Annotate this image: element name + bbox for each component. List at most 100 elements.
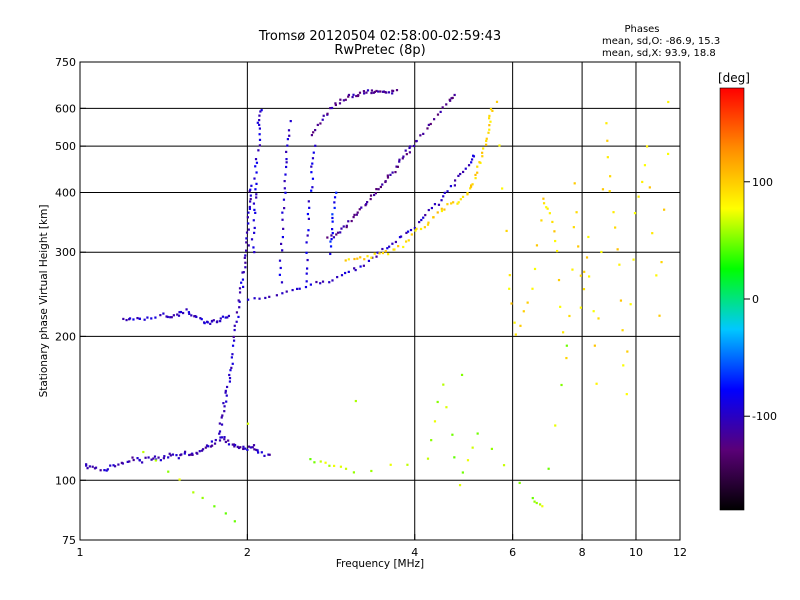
scatter-5plus-point	[495, 100, 499, 103]
f-trace-o-point	[298, 287, 301, 290]
scatter-5plus-point	[505, 229, 508, 233]
top-trace-point	[377, 90, 380, 93]
f2-trace-point	[427, 123, 430, 127]
f-trace-o-point	[275, 294, 278, 297]
low-trace-point	[163, 455, 166, 458]
scatter-low-point	[490, 447, 494, 451]
f-trace-o-point	[449, 185, 453, 188]
low-trace-point	[223, 436, 226, 439]
spread-2.6-point	[312, 151, 315, 154]
f2-trace-point	[342, 225, 345, 228]
low-trace-point	[219, 436, 222, 439]
top-trace-point	[314, 128, 317, 132]
scatter-5plus-point	[553, 230, 556, 233]
low-trace-point	[131, 456, 134, 459]
f-trace-o-point	[461, 170, 465, 174]
spread-2.85-point	[331, 231, 334, 235]
low-trace-point	[249, 446, 252, 449]
rise-1.8-point	[238, 287, 242, 290]
f2-trace-point	[395, 165, 398, 168]
low-trace-point	[201, 448, 205, 451]
e-trace-point	[188, 312, 191, 316]
low-trace-point	[171, 453, 175, 456]
spread-2.85-point	[331, 220, 334, 223]
y-tick-label: 200	[55, 330, 76, 343]
scatter-low-point	[471, 446, 474, 449]
low-trace-point	[147, 456, 150, 459]
low-trace-point	[210, 440, 213, 443]
f-trace-x-point	[384, 250, 387, 253]
scatter-low-point	[533, 500, 536, 503]
scatter-5plus-point	[609, 175, 612, 178]
low-trace-point	[152, 457, 155, 460]
f2-trace-point	[419, 134, 422, 137]
top-trace-point	[330, 106, 334, 110]
low-trace-point	[113, 465, 117, 468]
scatter-5plus-point	[660, 261, 663, 264]
scatter-low-point	[547, 467, 550, 470]
low-trace-point	[99, 469, 102, 472]
top-trace-point	[326, 112, 329, 115]
y-axis-ticks: 750 600 500 400 300 200 100 75	[55, 56, 86, 547]
scatter-5plus-point	[637, 195, 640, 198]
top-trace-point	[363, 92, 366, 95]
spread-2.85-point	[331, 227, 334, 231]
low-trace-point	[94, 466, 98, 469]
f-trace-o-point	[344, 271, 347, 275]
f-trace-x-point	[476, 171, 479, 174]
scatter-5plus-point	[643, 164, 647, 167]
f-trace-o-point	[367, 259, 371, 262]
top-trace-point	[338, 102, 342, 105]
scatter-5plus-point	[658, 314, 661, 317]
f2-trace-point	[402, 155, 405, 158]
scatter-low-point	[324, 461, 327, 464]
spread-2.3-point	[281, 211, 284, 214]
f-trace-o-point	[453, 184, 456, 187]
spread-2.6-point	[310, 189, 313, 192]
scatter-low-point	[192, 491, 195, 494]
f2-trace-point	[401, 157, 404, 160]
spread-2.3-point	[279, 242, 283, 246]
f-trace-o-point	[427, 208, 430, 212]
scatter-5plus-point	[629, 303, 632, 306]
f2-trace-point	[439, 110, 442, 114]
top-trace-point	[392, 89, 395, 93]
scatter-5plus-point	[565, 356, 568, 360]
f2-trace-point	[374, 192, 378, 195]
f2-trace-point	[340, 227, 343, 230]
e-trace-point	[227, 314, 231, 318]
f2-trace-point	[449, 99, 452, 102]
spread-2.3-point	[287, 129, 291, 132]
scatter-low-point	[531, 496, 534, 500]
top-trace-point	[372, 91, 375, 94]
scatter-5plus-point	[614, 226, 617, 229]
e-trace-point	[221, 315, 225, 318]
f2-trace-point	[391, 171, 394, 174]
e-trace-point	[178, 311, 181, 314]
spread-2.3-point	[282, 227, 285, 230]
low-trace-point	[231, 443, 234, 446]
scatter-5plus-point	[587, 275, 591, 278]
spread-2.6-point	[306, 234, 309, 237]
scatter-low-point	[167, 470, 170, 473]
spread-2.0-point	[252, 219, 255, 222]
scatter-5plus-point	[508, 274, 511, 277]
scatter-5plus-point	[510, 302, 513, 305]
low-trace-point	[200, 449, 204, 452]
f-trace-o-point	[457, 174, 460, 178]
f2-trace-point	[389, 173, 392, 176]
x-tick-label: 4	[411, 546, 418, 559]
scatter-5plus-point	[562, 331, 565, 334]
f-trace-o-point	[336, 275, 339, 279]
scatter-low-point	[213, 505, 216, 508]
f-trace-o-point	[296, 287, 299, 291]
scatter-5plus-point	[526, 301, 529, 304]
f-trace-x-point	[488, 128, 491, 131]
rise-1.8-point	[232, 339, 236, 342]
f-trace-x-point	[347, 258, 350, 261]
f-trace-o-point	[264, 296, 267, 300]
f-trace-o-point	[394, 240, 397, 244]
rise-1.8-point	[244, 266, 247, 269]
scatter-5plus-point	[548, 212, 551, 215]
f-trace-x-point	[484, 143, 488, 146]
